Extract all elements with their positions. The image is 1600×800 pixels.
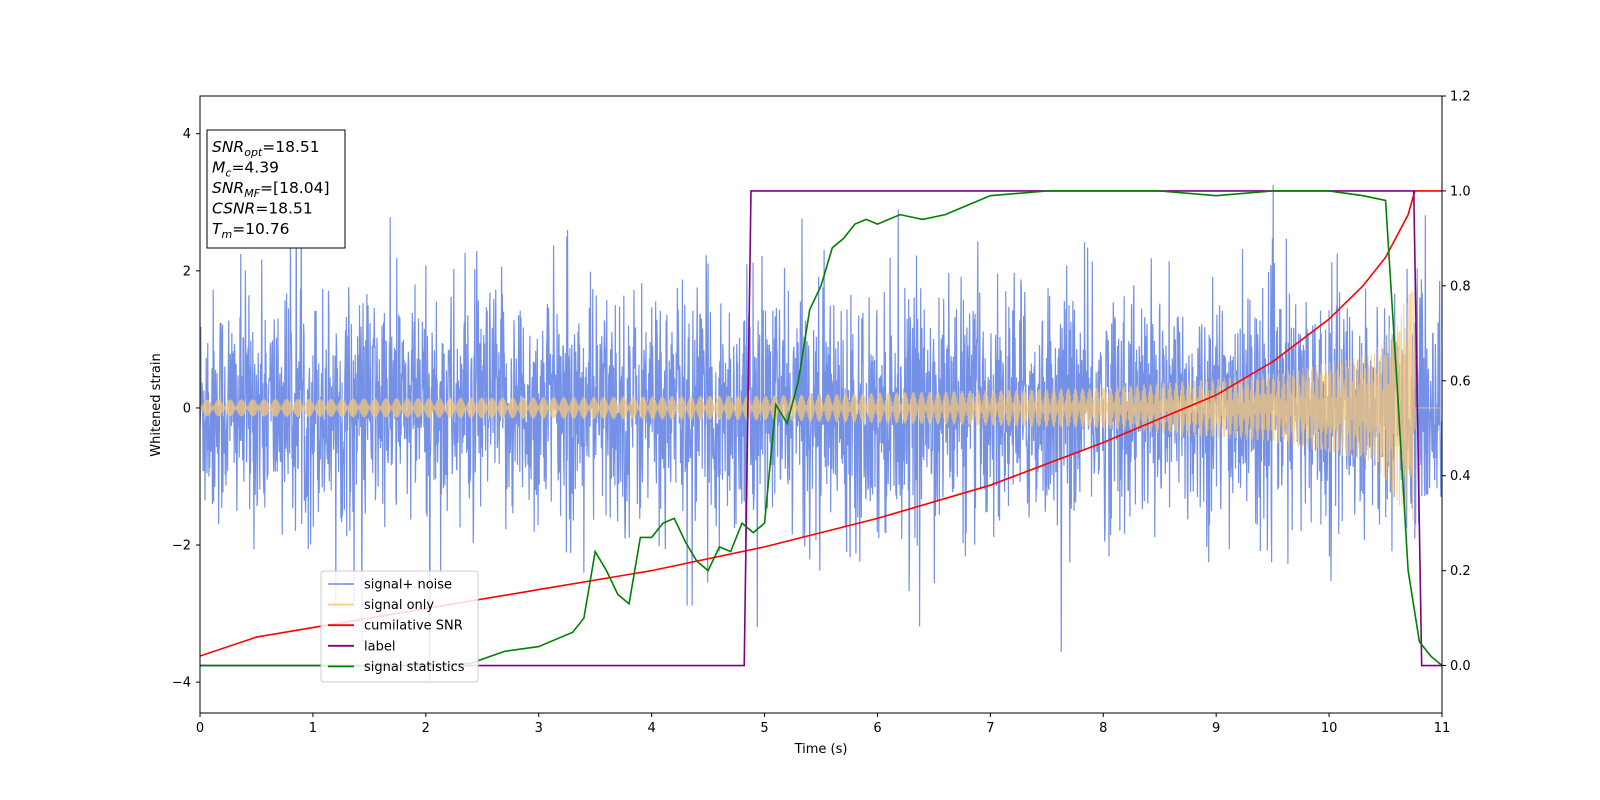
y-right-tick-label: 1.2 <box>1450 90 1471 105</box>
x-tick-label: 10 <box>1321 721 1338 736</box>
annotation-line: SNRopt=18.51 <box>212 138 320 159</box>
legend-entry-label: cumilative SNR <box>364 619 463 634</box>
y-axis-label: Whitened strain <box>149 353 164 456</box>
plot-frame <box>199 95 1443 714</box>
y-left-tick-label: −2 <box>172 539 191 554</box>
series-line-signal-only <box>200 290 1442 521</box>
y-left-tick-label: −4 <box>172 676 191 691</box>
y-left-tick-label: 0 <box>183 401 191 416</box>
y-left-tick-label: 4 <box>183 127 191 142</box>
y-right-tick-label: 1.0 <box>1450 184 1471 199</box>
x-tick-label: 0 <box>196 721 204 736</box>
annotation-line: CSNR=18.51 <box>212 200 313 218</box>
y-left-tick-label: 2 <box>183 264 191 279</box>
x-tick-label: 8 <box>1099 721 1107 736</box>
x-axis-label: Time (s) <box>794 742 848 757</box>
y-axis-right: 0.0 0.2 0.4 0.6 0.8 1.0 1.2 <box>1442 90 1471 674</box>
x-tick-label: 4 <box>647 721 655 736</box>
series-line-signal-statistics <box>200 190 1442 667</box>
legend: signal+ noise signal only cumilative SNR la… <box>320 570 479 683</box>
legend-entry-label: label <box>364 639 395 654</box>
y-right-tick-label: 0.0 <box>1450 659 1471 674</box>
left-axis-series-layer <box>200 185 1442 683</box>
x-tick-label: 1 <box>309 721 317 736</box>
legend-entry-label: signal only <box>364 598 434 613</box>
x-tick-label: 9 <box>1212 721 1220 736</box>
annotation-box: SNRopt=18.51Mc=4.39SNRMF=[18.04]CSNR=18.… <box>206 129 346 249</box>
x-tick-label: 7 <box>986 721 994 736</box>
x-tick-label: 2 <box>422 721 430 736</box>
y-right-tick-label: 0.8 <box>1450 279 1471 294</box>
y-right-tick-label: 0.2 <box>1450 564 1471 579</box>
annotation-line: SNRMF=[18.04] <box>212 179 330 200</box>
x-tick-label: 6 <box>873 721 881 736</box>
legend-frame <box>320 570 479 683</box>
annotation-line: Tm=10.76 <box>212 220 290 241</box>
legend-entry-label: signal statistics <box>364 660 465 675</box>
x-axis: 0 1 2 3 4 5 6 7 8 9 10 11 <box>196 713 1450 736</box>
series-line-signal-noise <box>200 185 1442 683</box>
legend-entry-label: signal+ noise <box>364 578 452 593</box>
x-tick-label: 5 <box>760 721 768 736</box>
x-tick-label: 3 <box>535 721 543 736</box>
y-axis-left: −4 −2 0 2 4 <box>172 127 200 691</box>
annotation-line: Mc=4.39 <box>212 159 279 180</box>
y-right-tick-label: 0.4 <box>1450 469 1471 484</box>
y-right-tick-label: 0.6 <box>1450 374 1471 389</box>
annotation-box-frame <box>206 129 346 249</box>
x-tick-label: 11 <box>1434 721 1451 736</box>
